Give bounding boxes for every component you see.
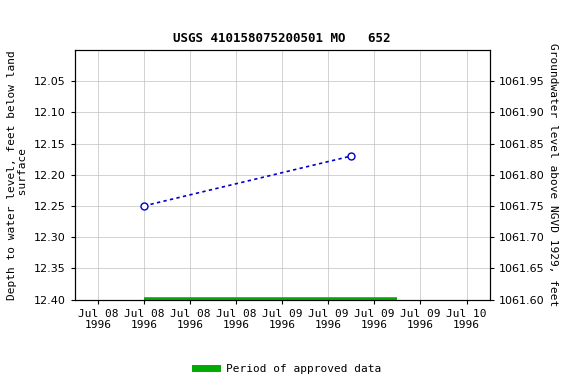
Legend: Period of approved data: Period of approved data bbox=[191, 359, 385, 378]
Y-axis label: Groundwater level above NGVD 1929, feet: Groundwater level above NGVD 1929, feet bbox=[548, 43, 558, 306]
Y-axis label: Depth to water level, feet below land
 surface: Depth to water level, feet below land su… bbox=[7, 50, 28, 300]
Title: USGS 410158075200501 MO   652: USGS 410158075200501 MO 652 bbox=[173, 31, 391, 45]
